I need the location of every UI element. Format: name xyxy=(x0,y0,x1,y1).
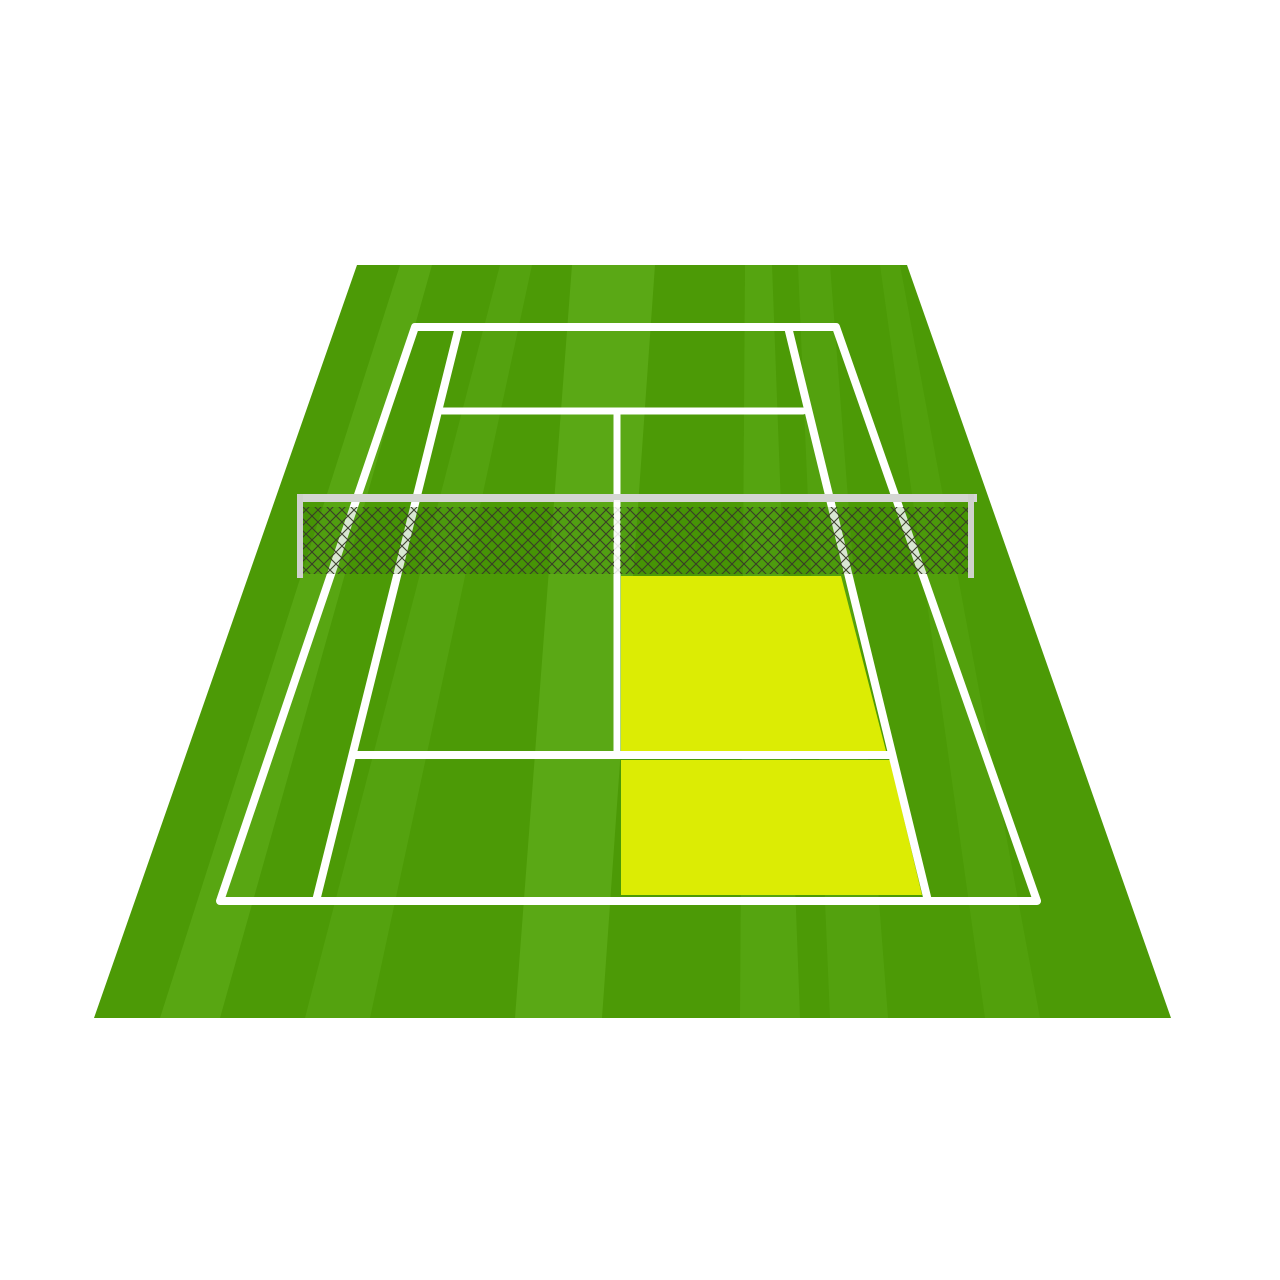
backcourt-highlight xyxy=(621,760,922,895)
turf-stripe xyxy=(160,265,432,1018)
net-center-strap xyxy=(614,500,620,576)
net-post-left xyxy=(297,494,303,578)
singles-sideline-right xyxy=(784,323,932,905)
net xyxy=(297,494,977,578)
turf-stripe xyxy=(880,265,1040,1018)
net-top-tape xyxy=(297,494,977,502)
singles-sideline-left xyxy=(312,323,463,905)
court-lines xyxy=(216,323,1041,905)
doubles-outline xyxy=(216,323,1041,905)
net-post-right xyxy=(968,494,974,578)
turf-stripe xyxy=(305,265,532,1018)
highlighted-areas xyxy=(621,576,922,895)
net-mesh xyxy=(301,507,970,574)
service-box-highlight xyxy=(621,576,886,751)
net-mesh-shade xyxy=(301,507,970,574)
